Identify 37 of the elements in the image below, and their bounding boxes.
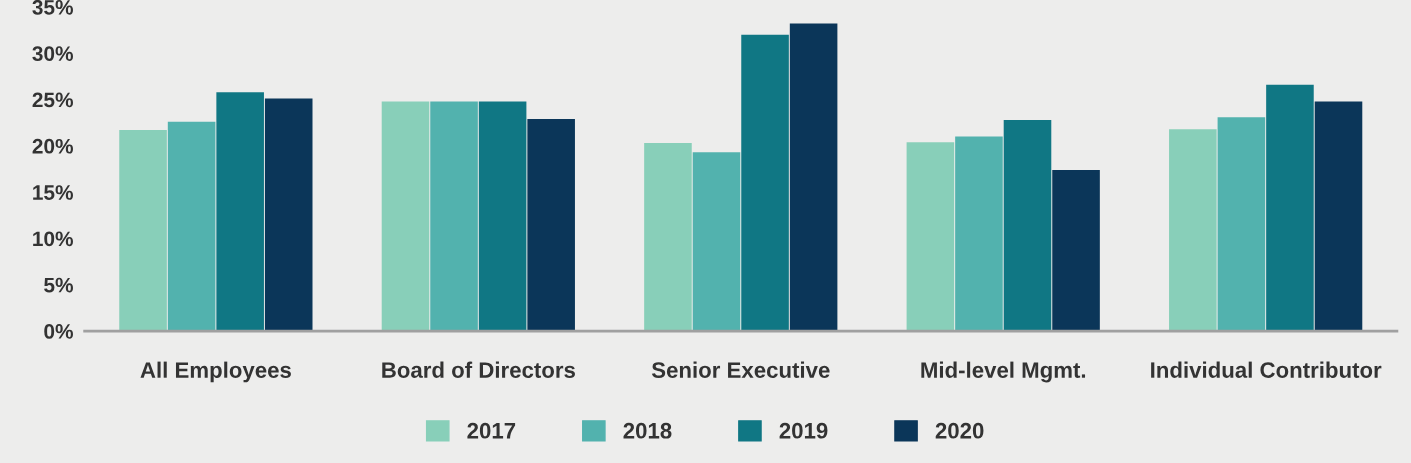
bar xyxy=(1052,169,1100,332)
bar xyxy=(527,118,575,332)
x-tick-label: All Employees xyxy=(140,361,291,383)
bar xyxy=(167,121,216,332)
bar xyxy=(692,152,741,332)
bar xyxy=(1003,119,1052,332)
x-tick-label: Board of Directors xyxy=(382,361,575,378)
bar xyxy=(1217,117,1266,332)
y-tick-label: 0% xyxy=(44,324,73,339)
bar xyxy=(381,101,430,332)
bar xyxy=(644,143,692,332)
x-tick-label: Individual Contributor xyxy=(1151,361,1382,378)
bar xyxy=(906,142,955,332)
legend-label: 2020 xyxy=(935,422,984,439)
y-tick-label: 20% xyxy=(32,138,73,154)
x-tick-label: Mid-level Mgmt. xyxy=(921,361,1086,383)
y-tick-label: 35% xyxy=(32,0,73,15)
y-tick-label: 10% xyxy=(33,231,73,247)
bar xyxy=(1169,129,1217,332)
bar xyxy=(264,98,313,332)
bar xyxy=(430,101,478,332)
bar xyxy=(119,130,167,332)
bar xyxy=(478,101,527,332)
bar xyxy=(955,136,1003,332)
bar xyxy=(741,34,789,332)
bar xyxy=(216,92,264,332)
bar xyxy=(789,23,838,332)
x-tick-label: Senior Executive xyxy=(651,361,830,378)
y-tick-label: 5% xyxy=(44,277,73,293)
bar xyxy=(1314,101,1363,332)
y-tick-label: 30% xyxy=(32,46,73,62)
legend-label: 2019 xyxy=(779,422,828,439)
legend-label: 2018 xyxy=(623,422,672,439)
y-tick-label: 15% xyxy=(33,185,73,200)
legend-label: 2017 xyxy=(467,422,516,439)
bar xyxy=(1266,84,1314,332)
y-tick-label: 25% xyxy=(32,92,73,108)
